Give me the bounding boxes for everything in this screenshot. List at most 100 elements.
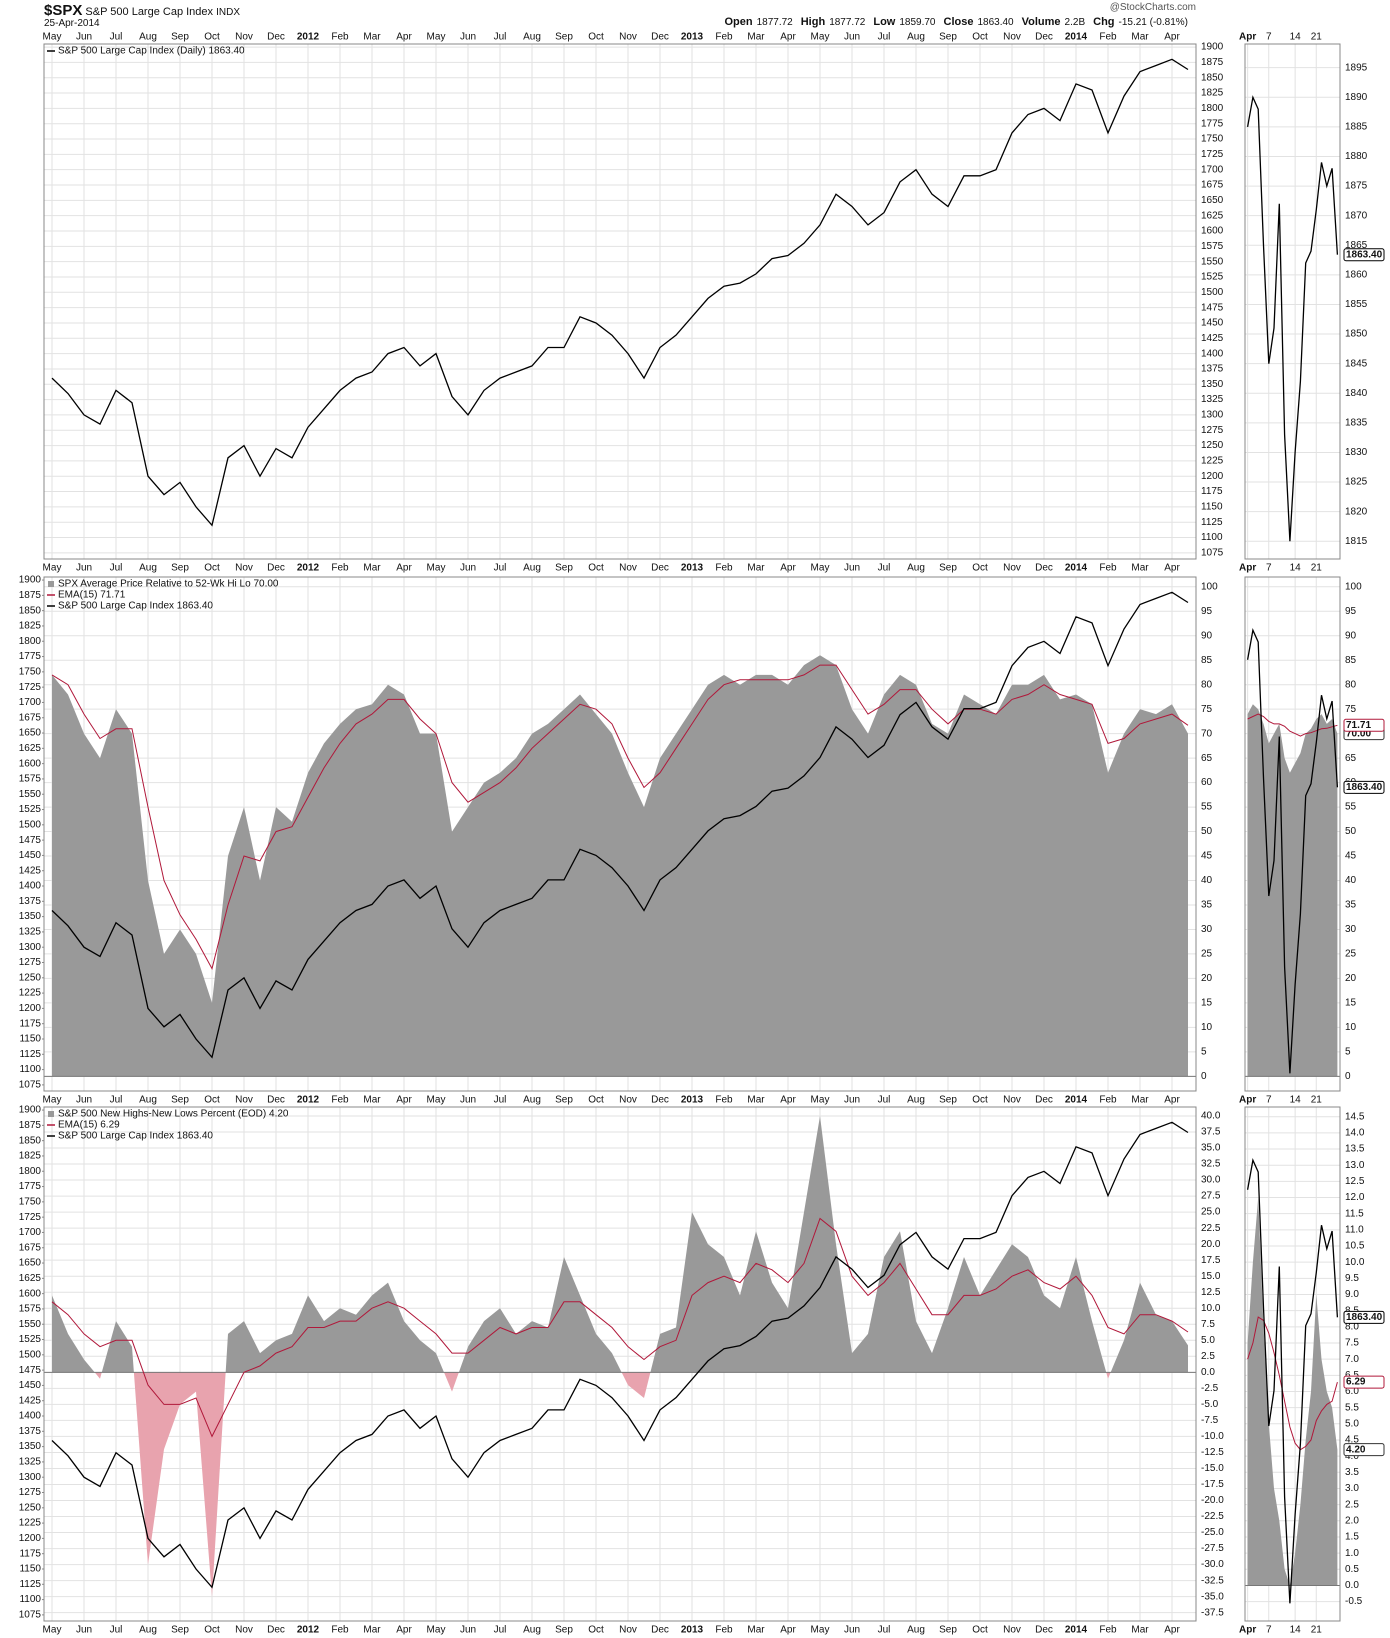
x-tick-label: May bbox=[427, 1095, 446, 1106]
y-tick-label: 14.0 bbox=[1345, 1128, 1365, 1139]
y-tick-label: 25.0 bbox=[1201, 1207, 1221, 1218]
y-tick-label: 1500 bbox=[19, 1349, 42, 1360]
y-tick-label: -10.0 bbox=[1201, 1431, 1224, 1442]
y-tick-label: 1880 bbox=[1345, 151, 1368, 162]
y-tick-label: 100 bbox=[1201, 581, 1218, 592]
y-tick-label: 1890 bbox=[1345, 92, 1368, 103]
y-tick-label: -0.5 bbox=[1345, 1596, 1363, 1607]
x-tick-label: 2012 bbox=[297, 1095, 320, 1106]
x-tick-label: Aug bbox=[907, 1095, 925, 1106]
y-tick-label: 1900 bbox=[1201, 42, 1224, 53]
value-tag-label: 1863.40 bbox=[1346, 249, 1383, 260]
x-tick-label: Feb bbox=[1099, 32, 1117, 43]
y-tick-label: 1125 bbox=[19, 1049, 41, 1060]
y-tick-label: 1575 bbox=[1201, 241, 1224, 252]
y-tick-label: 1835 bbox=[1345, 417, 1368, 428]
y-tick-label: -2.5 bbox=[1201, 1383, 1219, 1394]
quote-row: Open 1877.72 High 1877.72 Low 1859.70 Close 186… bbox=[724, 16, 1196, 28]
x-tick-label: Nov bbox=[1003, 563, 1021, 574]
y-tick-label: 1300 bbox=[1201, 410, 1224, 421]
y-tick-label: 3.5 bbox=[1345, 1467, 1359, 1478]
y-tick-label: 1200 bbox=[19, 1533, 42, 1544]
y-tick-label: 1475 bbox=[1201, 302, 1224, 313]
y-tick-label: 1550 bbox=[19, 1319, 42, 1330]
y-tick-label: 1.0 bbox=[1345, 1548, 1359, 1559]
value-tag: 1863.40 bbox=[1343, 780, 1385, 794]
y-tick-label: 2.5 bbox=[1345, 1499, 1359, 1510]
x-tick-label: Aug bbox=[907, 563, 925, 574]
line bbox=[1246, 628, 1339, 1074]
x-tick-label: Dec bbox=[651, 1095, 669, 1106]
x-tick-label: Aug bbox=[139, 563, 157, 574]
plot-frame bbox=[1244, 43, 1341, 560]
value-tag: 4.20 bbox=[1343, 1443, 1385, 1457]
x-tick-label: May bbox=[811, 1095, 830, 1106]
y-tick-label: 1900 bbox=[19, 575, 42, 586]
quote-label: Volume bbox=[1021, 16, 1061, 28]
y-tick-label: 1225 bbox=[19, 1518, 42, 1529]
x-tick-label: Apr bbox=[1164, 563, 1180, 574]
y-tick-label: 1775 bbox=[19, 651, 42, 662]
x-tick-label: Feb bbox=[715, 1095, 733, 1106]
area bbox=[1247, 704, 1338, 1077]
line bbox=[1246, 1158, 1339, 1604]
y-tick-label: 100 bbox=[1345, 581, 1362, 592]
y-tick-label: 0.5 bbox=[1345, 1564, 1359, 1575]
value-tag-box bbox=[1343, 1375, 1385, 1389]
y-tick-label: 10 bbox=[1345, 1022, 1357, 1033]
y-tick-label: 1650 bbox=[19, 728, 42, 739]
y-tick-label: 20.0 bbox=[1201, 1239, 1221, 1250]
line bbox=[1246, 95, 1339, 542]
y-tick-label: 5.0 bbox=[1201, 1335, 1215, 1346]
y-tick-label: 1815 bbox=[1345, 536, 1368, 547]
y-tick-label: 1830 bbox=[1345, 447, 1368, 458]
y-tick-label: 1575 bbox=[19, 1304, 42, 1315]
y-tick-label: 1700 bbox=[19, 1227, 42, 1238]
x-tick-label: Mar bbox=[1131, 563, 1149, 574]
y-tick-label: 1325 bbox=[1201, 394, 1224, 405]
value-tag-label: 1863.40 bbox=[1346, 1312, 1383, 1323]
y-tick-label: 5 bbox=[1201, 1046, 1207, 1057]
x-tick-label: Aug bbox=[907, 32, 925, 43]
y-tick-label: 1225 bbox=[19, 988, 42, 999]
y-tick-label: 10.0 bbox=[1345, 1257, 1365, 1268]
x-tick-label: Nov bbox=[619, 1625, 637, 1636]
y-tick-label: 35.0 bbox=[1201, 1143, 1221, 1154]
legend-label: S&P 500 New Highs-New Lows Percent (EOD)… bbox=[58, 1109, 289, 1120]
x-tick-label: Jun bbox=[460, 1095, 476, 1106]
y-tick-label: 30 bbox=[1201, 924, 1213, 935]
x-tick-label: Oct bbox=[972, 1095, 988, 1106]
y-tick-label: 1125 bbox=[1201, 517, 1223, 528]
y-tick-label: -7.5 bbox=[1201, 1415, 1219, 1426]
x-tick-label: Apr bbox=[1239, 1095, 1256, 1106]
y-tick-label: 1450 bbox=[1201, 318, 1224, 329]
x-tick-label: 7 bbox=[1266, 1625, 1272, 1636]
x-tick-label: 7 bbox=[1266, 1095, 1272, 1106]
y-tick-label: 17.5 bbox=[1201, 1255, 1221, 1266]
y-tick-label: 11.0 bbox=[1345, 1224, 1364, 1235]
x-tick-label: Aug bbox=[523, 1095, 541, 1106]
x-tick-label: Jun bbox=[460, 563, 476, 574]
x-tick-label: Jul bbox=[494, 32, 507, 43]
x-tick-label: Mar bbox=[747, 1625, 765, 1636]
x-tick-label: Sep bbox=[939, 1625, 957, 1636]
y-tick-label: 55 bbox=[1345, 802, 1357, 813]
y-tick-label: 1875 bbox=[19, 590, 42, 601]
x-tick-label: Jun bbox=[844, 32, 860, 43]
line bbox=[51, 1121, 1189, 1589]
y-tick-label: 1300 bbox=[19, 942, 42, 953]
x-tick-label: 2013 bbox=[681, 32, 704, 43]
x-tick-label: 21 bbox=[1311, 563, 1323, 574]
y-tick-label: 1125 bbox=[19, 1579, 41, 1590]
quote-label: Open bbox=[724, 16, 753, 28]
x-tick-label: Oct bbox=[204, 1095, 220, 1106]
x-tick-label: Mar bbox=[747, 563, 765, 574]
x-tick-label: Dec bbox=[1035, 1095, 1053, 1106]
area bbox=[52, 1116, 1188, 1373]
x-tick-label: Jun bbox=[76, 563, 92, 574]
x-tick-label: Apr bbox=[396, 1625, 412, 1636]
y-tick-label: 1350 bbox=[19, 1441, 42, 1452]
y-tick-label: 1450 bbox=[19, 1380, 42, 1391]
x-tick-label: Aug bbox=[139, 1095, 157, 1106]
x-tick-label: Apr bbox=[1239, 32, 1256, 43]
